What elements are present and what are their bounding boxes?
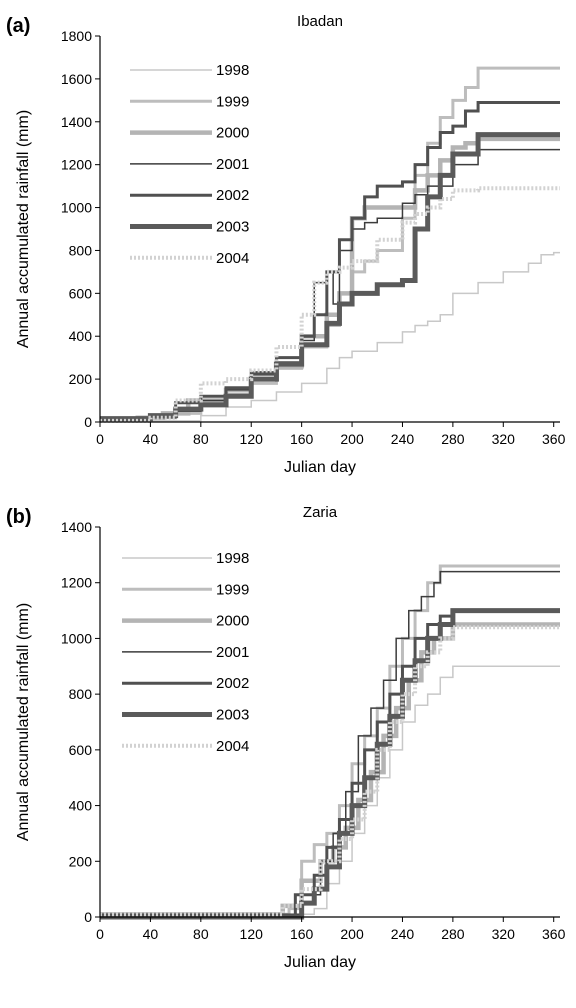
panel-label: (b): [6, 506, 32, 528]
x-tick-label: 120: [240, 926, 264, 942]
x-tick-label: 40: [143, 926, 159, 942]
y-tick-label: 0: [84, 909, 92, 925]
x-tick-label: 160: [290, 926, 314, 942]
series-line-1999: [100, 66, 560, 422]
x-tick-label: 280: [441, 431, 465, 447]
x-axis-title: Julian day: [284, 459, 356, 476]
x-tick-label: 360: [542, 431, 566, 447]
y-axis-title: Annual accumulated rainfall (mm): [15, 110, 32, 348]
chart-title: Ibadan: [297, 13, 343, 30]
legend-label-2002: 2002: [216, 187, 249, 204]
series-line-1998: [100, 665, 560, 915]
x-tick-label: 200: [340, 926, 364, 942]
x-tick-label: 320: [492, 431, 516, 447]
y-tick-label: 1000: [61, 630, 92, 646]
legend-label-2004: 2004: [216, 250, 249, 267]
y-tick-label: 1200: [61, 575, 92, 591]
series-line-2002: [100, 609, 560, 918]
y-tick-label: 600: [69, 742, 93, 758]
x-tick-label: 360: [542, 926, 566, 942]
panel-label: (a): [6, 15, 30, 37]
series-line-2003: [100, 608, 560, 920]
x-axis-title: Julian day: [284, 954, 356, 971]
legend-label-1999: 1999: [216, 93, 249, 110]
legend-label-1998: 1998: [216, 62, 249, 79]
legend-label-2002: 2002: [216, 675, 249, 692]
series-line-2004: [100, 625, 560, 917]
y-axis-title: Annual accumulated rainfall (mm): [15, 603, 32, 841]
y-tick-label: 400: [69, 798, 93, 814]
y-tick-label: 800: [69, 686, 93, 702]
chart-title: Zaria: [303, 504, 338, 521]
series-line-2004: [100, 186, 560, 423]
y-tick-label: 400: [69, 328, 93, 344]
y-tick-label: 1400: [61, 519, 92, 535]
x-tick-label: 160: [290, 431, 314, 447]
legend-label-2001: 2001: [216, 156, 249, 173]
legend-label-2003: 2003: [216, 219, 249, 236]
y-tick-label: 1200: [61, 157, 92, 173]
series-line-2002: [100, 100, 560, 420]
x-tick-label: 80: [193, 431, 209, 447]
y-tick-label: 1400: [61, 114, 92, 130]
y-tick-label: 1600: [61, 71, 92, 87]
y-tick-label: 200: [69, 371, 93, 387]
x-tick-label: 80: [193, 926, 209, 942]
x-tick-label: 0: [96, 431, 104, 447]
legend-label-1999: 1999: [216, 581, 249, 598]
series-line-2001: [100, 148, 560, 421]
x-tick-label: 280: [441, 926, 465, 942]
legend-label-1998: 1998: [216, 550, 249, 567]
y-tick-label: 600: [69, 285, 93, 301]
legend-label-2000: 2000: [216, 613, 249, 630]
legend-label-2001: 2001: [216, 644, 249, 661]
series-line-1998: [100, 251, 560, 422]
y-tick-label: 800: [69, 242, 93, 258]
x-tick-label: 320: [492, 926, 516, 942]
chart-panel-a: 0 200 400 600 800 1000 1200 1400 1600 1800 0 40 80 12…: [6, 13, 566, 476]
y-tick-label: 200: [69, 853, 93, 869]
x-tick-label: 200: [340, 431, 364, 447]
series-line-2003: [100, 132, 560, 422]
y-tick-label: 1800: [61, 28, 92, 44]
series-line-2000: [100, 622, 560, 917]
legend-label-2000: 2000: [216, 125, 249, 142]
legend-label-2003: 2003: [216, 707, 249, 724]
x-tick-label: 120: [240, 431, 264, 447]
y-tick-label: 1000: [61, 200, 92, 216]
series-line-2000: [100, 136, 560, 423]
x-tick-label: 240: [391, 926, 415, 942]
x-tick-label: 40: [143, 431, 159, 447]
x-tick-label: 0: [96, 926, 104, 942]
x-tick-label: 240: [391, 431, 415, 447]
legend-label-2004: 2004: [216, 738, 249, 755]
series-line-2001: [100, 570, 560, 915]
y-tick-label: 0: [84, 414, 92, 430]
